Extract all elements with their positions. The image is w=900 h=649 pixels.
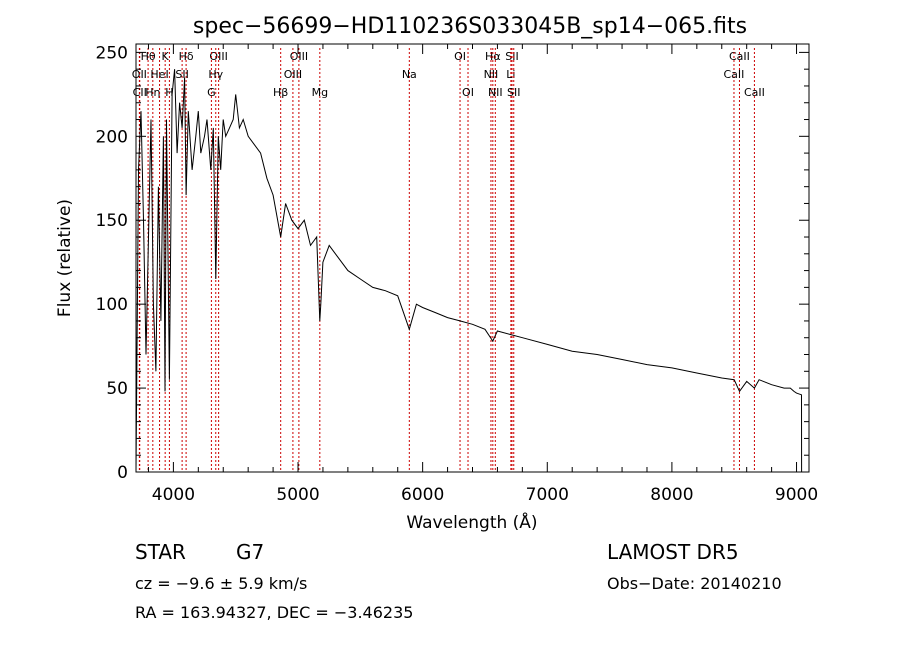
line-marker-label: OI <box>462 86 474 99</box>
line-marker-label: Hδ <box>179 50 194 63</box>
line-marker-label: CaII <box>729 50 750 63</box>
y-tick-label: 0 <box>117 463 128 483</box>
x-axis-label: Wavelength (Å) <box>406 511 537 533</box>
line-marker-label: CaII <box>744 86 765 99</box>
x-tick-label: 4000 <box>152 485 195 505</box>
line-marker-label: SII <box>505 50 518 63</box>
line-marker-label: OIII <box>284 68 302 81</box>
y-tick-label: 150 <box>96 211 128 231</box>
coordinates: RA = 163.94327, DEC = −3.46235 <box>135 603 414 622</box>
line-marker-label: OIII <box>290 50 308 63</box>
y-tick-label: 100 <box>96 295 128 315</box>
line-marker-label: Na <box>402 68 417 81</box>
line-marker-label: NII <box>484 68 499 81</box>
x-tick-label: 7000 <box>526 485 569 505</box>
line-marker-label: K <box>162 50 170 63</box>
line-marker-label: G <box>207 86 216 99</box>
line-marker-label: NII <box>488 86 503 99</box>
x-tick-label: 9000 <box>775 485 818 505</box>
line-marker-label: Hη <box>145 86 160 99</box>
line-marker-label: H <box>165 86 173 99</box>
line-marker-label: Li <box>506 68 515 81</box>
line-marker-label: Hβ <box>273 86 288 99</box>
y-tick-label: 50 <box>106 379 128 399</box>
spectrum-line <box>135 69 803 473</box>
axis-ticks: 4000 5000 6000 7000 8000 9000 0 50 100 150 200 250 <box>96 43 819 505</box>
object-class: STAR <box>135 540 186 564</box>
y-tick-label: 200 <box>96 127 128 147</box>
line-marker-label: Hγ <box>208 68 223 81</box>
line-marker-label: SII <box>507 86 520 99</box>
x-tick-label: 8000 <box>650 485 693 505</box>
x-tick-label: 5000 <box>276 485 319 505</box>
line-marker-label: SII <box>175 68 188 81</box>
observation-date: Obs−Date: 20140210 <box>607 574 782 593</box>
line-marker-label: OIII <box>209 50 227 63</box>
x-tick-label: 6000 <box>401 485 444 505</box>
line-marker-label: Mg <box>312 86 328 99</box>
line-marker-label: HeI <box>150 68 168 81</box>
redshift-cz: cz = −9.6 ± 5.9 km/s <box>135 574 308 593</box>
y-tick-label: 250 <box>96 43 128 63</box>
chart-title: spec−56699−HD110236S033045B_sp14−065.fit… <box>193 14 747 39</box>
line-marker-label: Hθ <box>141 50 156 63</box>
survey-name: LAMOST DR5 <box>607 540 739 564</box>
object-subclass: G7 <box>236 540 265 564</box>
y-axis-label: Flux (relative) <box>55 199 75 317</box>
line-marker-label: OI <box>454 50 466 63</box>
line-marker-label: CaII <box>724 68 745 81</box>
line-marker-label: Hα <box>485 50 501 63</box>
